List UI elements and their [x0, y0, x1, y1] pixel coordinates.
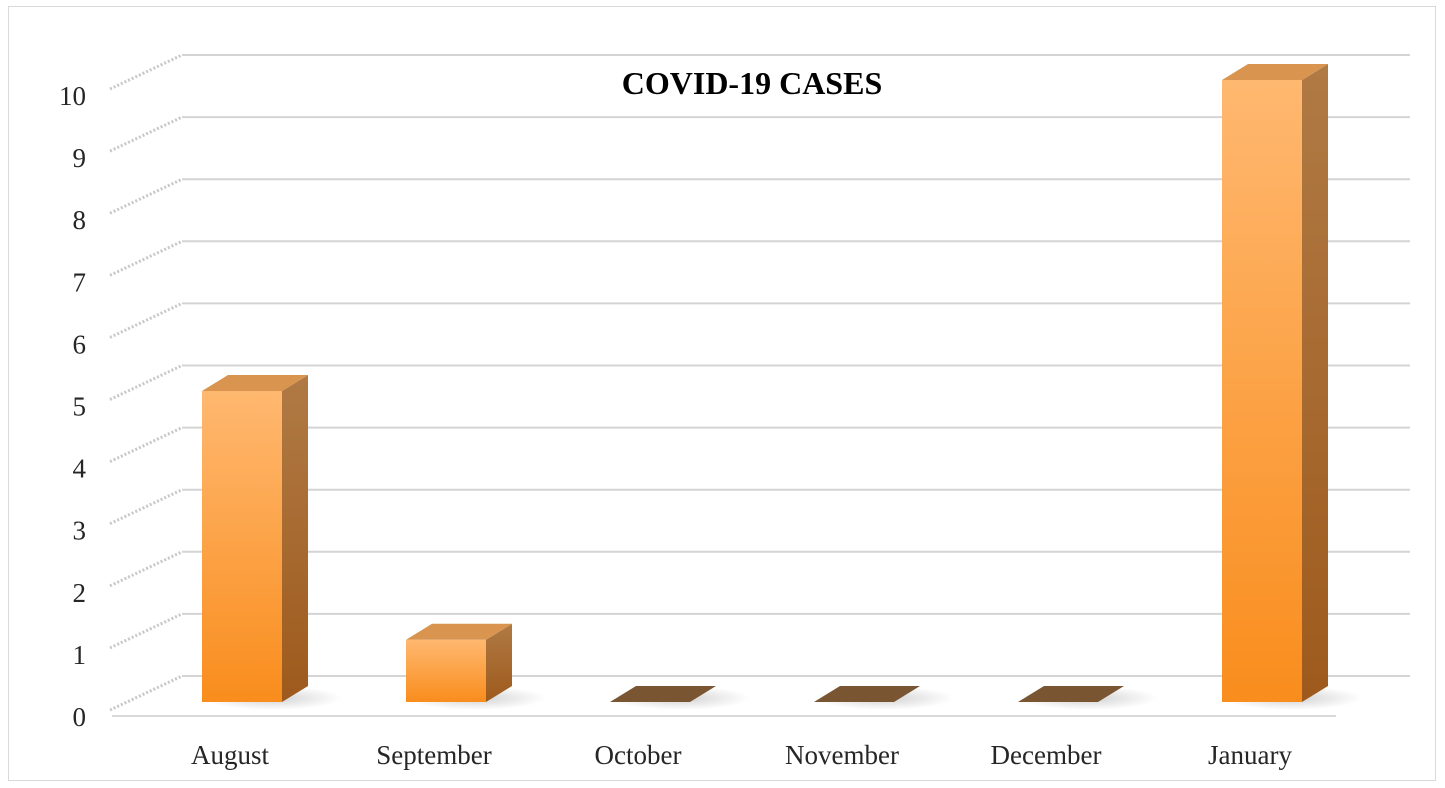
gridline-diagonal: [109, 364, 183, 401]
gridline-diagonal: [109, 177, 183, 215]
bar-january: [1222, 64, 1362, 710]
bar-top: [1222, 64, 1328, 80]
x-tick-label: January: [1208, 740, 1292, 770]
x-axis-ticks: August September October November December Ja…: [191, 740, 1292, 770]
bar-september: [406, 623, 546, 710]
y-axis-ticks: 0 1 2 3 4 5 6 7 8 9 10: [59, 81, 87, 732]
gridline-diagonal: [109, 488, 183, 526]
x-tick-label: August: [191, 740, 270, 770]
chart-title: COVID-19 CASES: [622, 65, 882, 101]
bar-august: [202, 375, 342, 710]
x-tick-label: November: [785, 740, 899, 770]
bar-side: [486, 623, 512, 702]
bar-top: [406, 623, 512, 640]
bar-front: [406, 639, 486, 702]
gridline-diagonal: [109, 674, 183, 712]
bar-zero-top: [610, 686, 716, 702]
bar-top: [202, 375, 308, 391]
bar-side: [1302, 64, 1328, 702]
bar-zero-top: [1018, 686, 1124, 702]
bar-side: [282, 375, 308, 702]
y-tick-label: 10: [59, 81, 86, 111]
gridline-diagonal: [109, 53, 183, 91]
y-tick-label: 7: [73, 267, 87, 297]
y-tick-label: 8: [73, 205, 87, 235]
gridline-diagonal: [109, 426, 183, 463]
y-tick-label: 4: [73, 454, 87, 484]
gridline-diagonal: [109, 612, 183, 650]
gridline-diagonal: [109, 550, 183, 588]
gridline-diagonal: [109, 115, 183, 153]
gridline-diagonal: [109, 239, 183, 277]
y-tick-label: 6: [73, 329, 87, 359]
gridlines: [109, 53, 1410, 717]
x-tick-label: October: [595, 740, 682, 770]
bar-october: [610, 686, 750, 710]
y-tick-label: 3: [73, 516, 87, 546]
bar-november: [814, 686, 954, 710]
y-tick-label: 5: [73, 392, 87, 422]
bar-front: [1222, 80, 1302, 702]
gridline-diagonal: [109, 302, 183, 339]
x-tick-label: December: [991, 740, 1102, 770]
y-tick-label: 2: [73, 578, 87, 608]
x-tick-label: September: [376, 740, 491, 770]
bar-december: [1018, 686, 1158, 710]
y-tick-label: 9: [73, 143, 87, 173]
bar-zero-top: [814, 686, 920, 702]
y-tick-label: 0: [73, 702, 87, 732]
y-tick-label: 1: [73, 640, 87, 670]
bars: [202, 64, 1362, 710]
bar-front: [202, 391, 282, 702]
